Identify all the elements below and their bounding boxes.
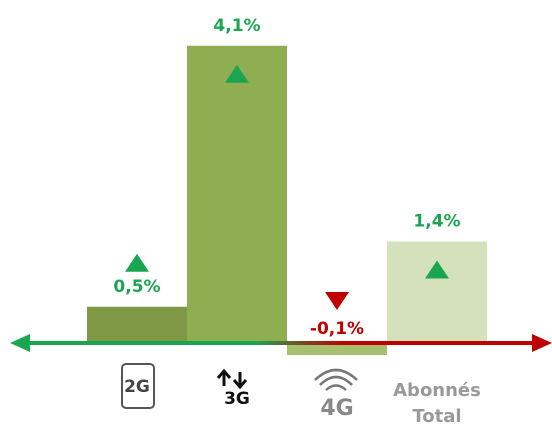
- trend-down: [325, 292, 349, 310]
- bars: [87, 45, 487, 355]
- value-label: 1,4%: [413, 212, 460, 232]
- bar: [187, 45, 287, 343]
- value-label: 0,5%: [113, 277, 160, 297]
- bar: [287, 343, 387, 355]
- bar: [87, 306, 187, 343]
- value-label: 4,1%: [213, 16, 260, 36]
- category-label: 4G: [320, 396, 354, 421]
- trend-up: [425, 260, 449, 279]
- icon-decorations: [121, 363, 358, 409]
- category-label: 2G: [124, 377, 150, 397]
- value-label: -0,1%: [310, 319, 364, 339]
- trend-up: [125, 253, 149, 272]
- bar: [387, 241, 487, 343]
- category-label: Abonnés Total: [393, 380, 481, 427]
- axis-arrow: [10, 334, 552, 352]
- category-label: 3G: [224, 389, 250, 409]
- trend-up: [225, 64, 249, 83]
